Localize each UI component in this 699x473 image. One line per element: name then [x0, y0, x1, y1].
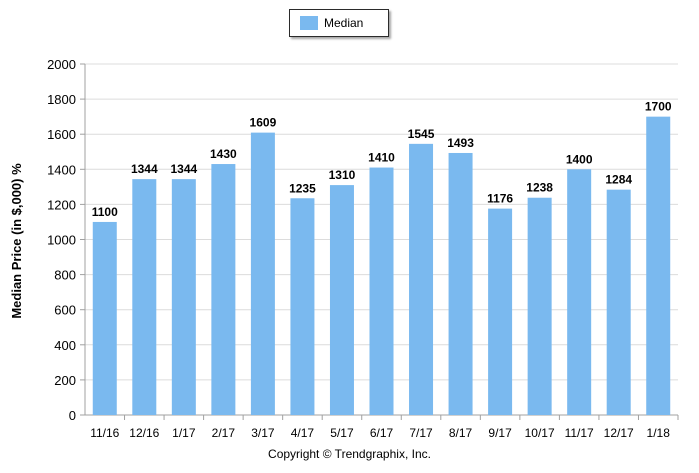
data-label: 1344: [131, 162, 158, 176]
x-tick-label: 1/18: [647, 426, 671, 440]
data-label: 1700: [645, 100, 672, 114]
x-tick-label: 12/16: [129, 426, 159, 440]
data-label: 1235: [289, 181, 316, 195]
bar-5-17: [329, 185, 354, 415]
legend: Median: [289, 9, 389, 37]
x-tick-label: 3/17: [251, 426, 275, 440]
data-label: 1238: [526, 181, 553, 195]
x-tick-label: 1/17: [172, 426, 196, 440]
y-tick-label: 800: [54, 268, 76, 283]
y-axis-label: Median Price (in $,000) %: [9, 163, 24, 319]
y-tick-label: 600: [54, 303, 76, 318]
y-tick-labels: 0 200 400 600 800 1000 1200 1400 1600 1800 2000: [47, 57, 76, 423]
data-label: 1284: [605, 173, 632, 187]
x-tick-label: 11/17: [565, 426, 594, 440]
bar-1-17: [171, 179, 196, 415]
bar-6-17: [369, 167, 394, 415]
bar-11-16: [92, 221, 117, 415]
data-label: 1545: [408, 127, 435, 141]
x-tick-label: 5/17: [330, 426, 354, 440]
y-tick-label: 0: [69, 408, 76, 423]
bar-9-17: [488, 208, 513, 415]
y-tick-label: 200: [54, 373, 76, 388]
y-tick-label: 1000: [47, 233, 76, 248]
x-tick-label: 7/17: [409, 426, 433, 440]
x-tick-label: 12/17: [604, 426, 634, 440]
bars: [92, 116, 671, 416]
legend-label: Median: [324, 16, 364, 30]
y-tick-label: 2000: [47, 57, 76, 72]
x-tick-label: 2/17: [212, 426, 236, 440]
data-label: 1400: [566, 152, 593, 166]
bar-8-17: [448, 152, 473, 415]
bar-1-18: [646, 116, 671, 416]
y-tick-label: 1800: [47, 92, 76, 107]
data-label: 1410: [368, 151, 395, 165]
bar-7-17: [409, 143, 434, 416]
data-label: 1100: [92, 205, 118, 219]
x-tick-labels: 11/16 12/16 1/17 2/17 3/17 4/17 5/17 6/17 7/17 8/…: [90, 426, 670, 440]
data-labels: 1100 1344 1344 1430 1609 1235 1310 1410 1545 1493…: [92, 100, 672, 219]
y-tick-label: 1600: [47, 127, 76, 142]
bar-2-17: [211, 164, 236, 415]
bar-12-17: [606, 189, 631, 415]
data-label: 1310: [329, 168, 356, 182]
legend-swatch: [300, 16, 318, 30]
x-tick-label: 8/17: [449, 426, 473, 440]
x-tick-label: 6/17: [370, 426, 394, 440]
y-tick-label: 400: [54, 338, 76, 353]
bar-12-16: [132, 179, 157, 415]
bar-3-17: [250, 132, 275, 416]
x-tick-label: 11/16: [90, 426, 119, 440]
copyright-text: Copyright © Trendgraphix, Inc.: [268, 447, 431, 461]
data-label: 1609: [250, 116, 277, 130]
data-label: 1493: [447, 136, 474, 150]
data-label: 1176: [487, 192, 513, 206]
y-tick-label: 1400: [47, 162, 76, 177]
bar-4-17: [290, 198, 315, 415]
x-tick-label: 9/17: [488, 426, 512, 440]
bar-11-17: [567, 169, 592, 415]
data-label: 1430: [210, 147, 237, 161]
data-label: 1344: [170, 162, 197, 176]
x-tick-label: 4/17: [291, 426, 315, 440]
bar-10-17: [527, 197, 552, 415]
y-tick-label: 1200: [47, 197, 76, 212]
x-tick-label: 10/17: [525, 426, 555, 440]
